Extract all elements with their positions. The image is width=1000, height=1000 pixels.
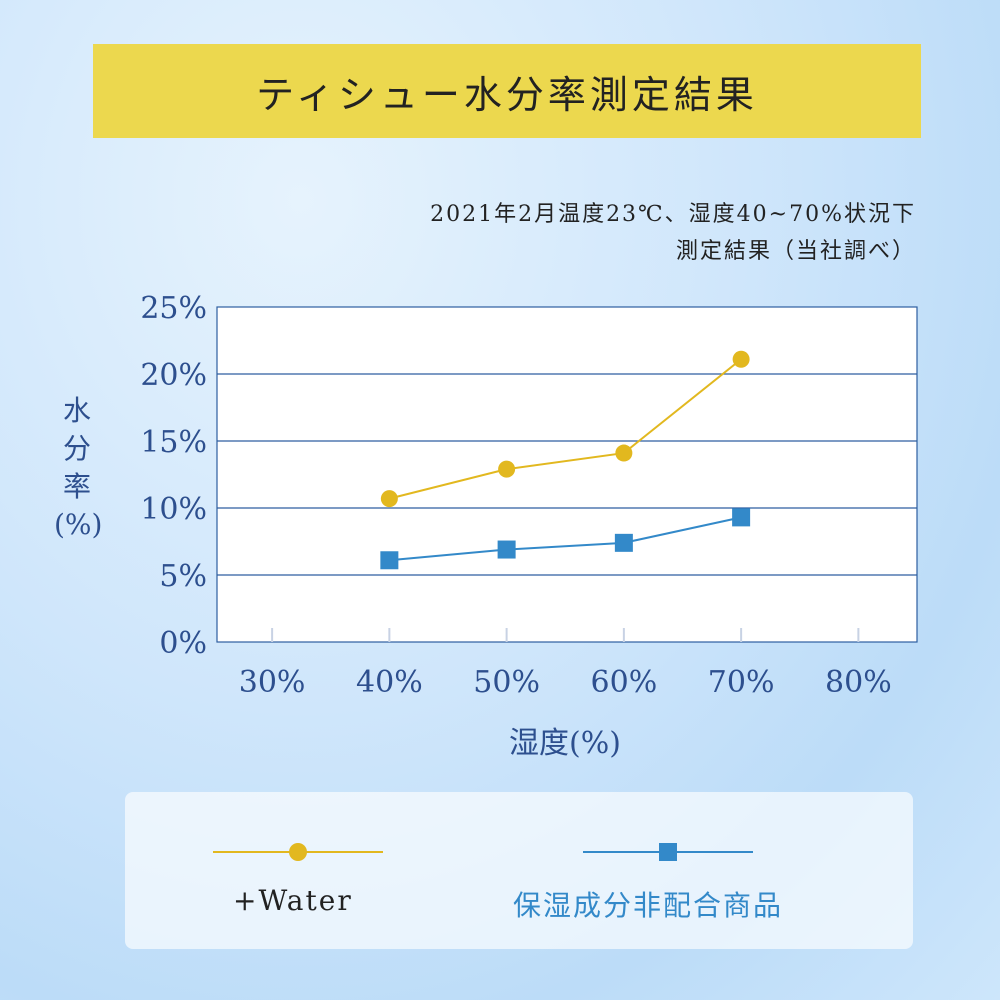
data-point [732,350,750,368]
y-tick-label: 0% [159,626,207,661]
data-point [380,490,398,508]
title-banner: ティシュー水分率測定結果 [93,44,921,138]
x-tick-label: 50% [473,665,540,700]
data-point [615,444,633,462]
x-tick-label: 80% [825,665,892,700]
series-line [389,358,742,500]
x-axis-label: 湿度(%) [509,726,621,761]
legend-marker-water [289,843,307,861]
legend-marker-control [659,843,677,861]
subtitle-line-2: 測定結果（当社調べ） [675,239,916,264]
data-point [380,551,399,570]
y-tick-label: 5% [159,559,207,594]
y-tick-label: 10% [140,492,207,527]
y-axis-label: 水分率(%) [54,394,103,541]
chart-title: ティシュー水分率測定結果 [256,72,758,117]
subtitle-line-1: 2021年2月温度23℃、湿度40~70%状況下 [430,202,916,227]
legend-label-water: +Water [233,884,353,917]
x-tick-label: 30% [239,665,306,700]
series-line [389,516,742,562]
x-tick-label: 60% [591,665,658,700]
y-tick-label: 15% [140,425,207,460]
subtitle: 2021年2月温度23℃、湿度40~70%状況下 測定結果（当社調べ） [430,196,916,270]
y-tick-label: 25% [140,291,207,326]
legend: +Water 保湿成分非配合商品 [125,792,913,949]
data-point [498,460,516,478]
data-point [732,508,751,527]
x-tick-label: 40% [356,665,423,700]
plot-area [216,306,918,643]
data-point [614,533,633,552]
y-tick-label: 20% [140,358,207,393]
x-tick-label: 70% [708,665,775,700]
data-point [497,540,516,559]
legend-label-control: 保湿成分非配合商品 [513,889,784,922]
